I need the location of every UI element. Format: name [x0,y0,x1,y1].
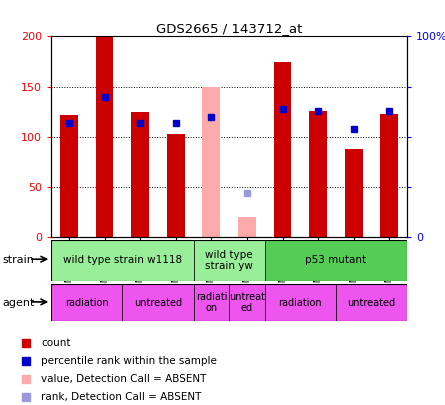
Text: untreated: untreated [348,298,396,307]
Bar [51,284,122,321]
Text: wild type
strain yw: wild type strain yw [205,249,253,271]
Text: percentile rank within the sample: percentile rank within the sample [41,356,217,366]
Text: radiati
on: radiati on [196,292,227,313]
Text: untreat
ed: untreat ed [229,292,265,313]
Bar [345,149,363,237]
Text: radiation: radiation [65,298,109,307]
Text: count: count [41,339,70,348]
Text: untreated: untreated [134,298,182,307]
Text: strain: strain [2,256,34,265]
Bar [167,134,185,237]
Text: rank, Detection Call = ABSENT: rank, Detection Call = ABSENT [41,392,201,401]
Text: wild type strain w1118: wild type strain w1118 [63,256,182,265]
Bar [122,284,194,321]
Bar [309,111,327,237]
Bar [336,284,407,321]
Bar [265,240,407,281]
Text: value, Detection Call = ABSENT: value, Detection Call = ABSENT [41,374,206,384]
Text: radiation: radiation [279,298,322,307]
Bar [51,240,194,281]
Bar [194,284,229,321]
Bar [274,62,291,237]
Bar [238,217,256,237]
Title: GDS2665 / 143712_at: GDS2665 / 143712_at [156,22,302,35]
Text: agent: agent [2,298,35,307]
Bar [131,112,149,237]
Bar [229,284,265,321]
Bar [380,114,398,237]
Bar [60,115,78,237]
Bar [202,87,220,237]
Text: p53 mutant: p53 mutant [305,256,367,265]
Bar [96,36,113,237]
Bar [194,240,265,281]
Bar [265,284,336,321]
